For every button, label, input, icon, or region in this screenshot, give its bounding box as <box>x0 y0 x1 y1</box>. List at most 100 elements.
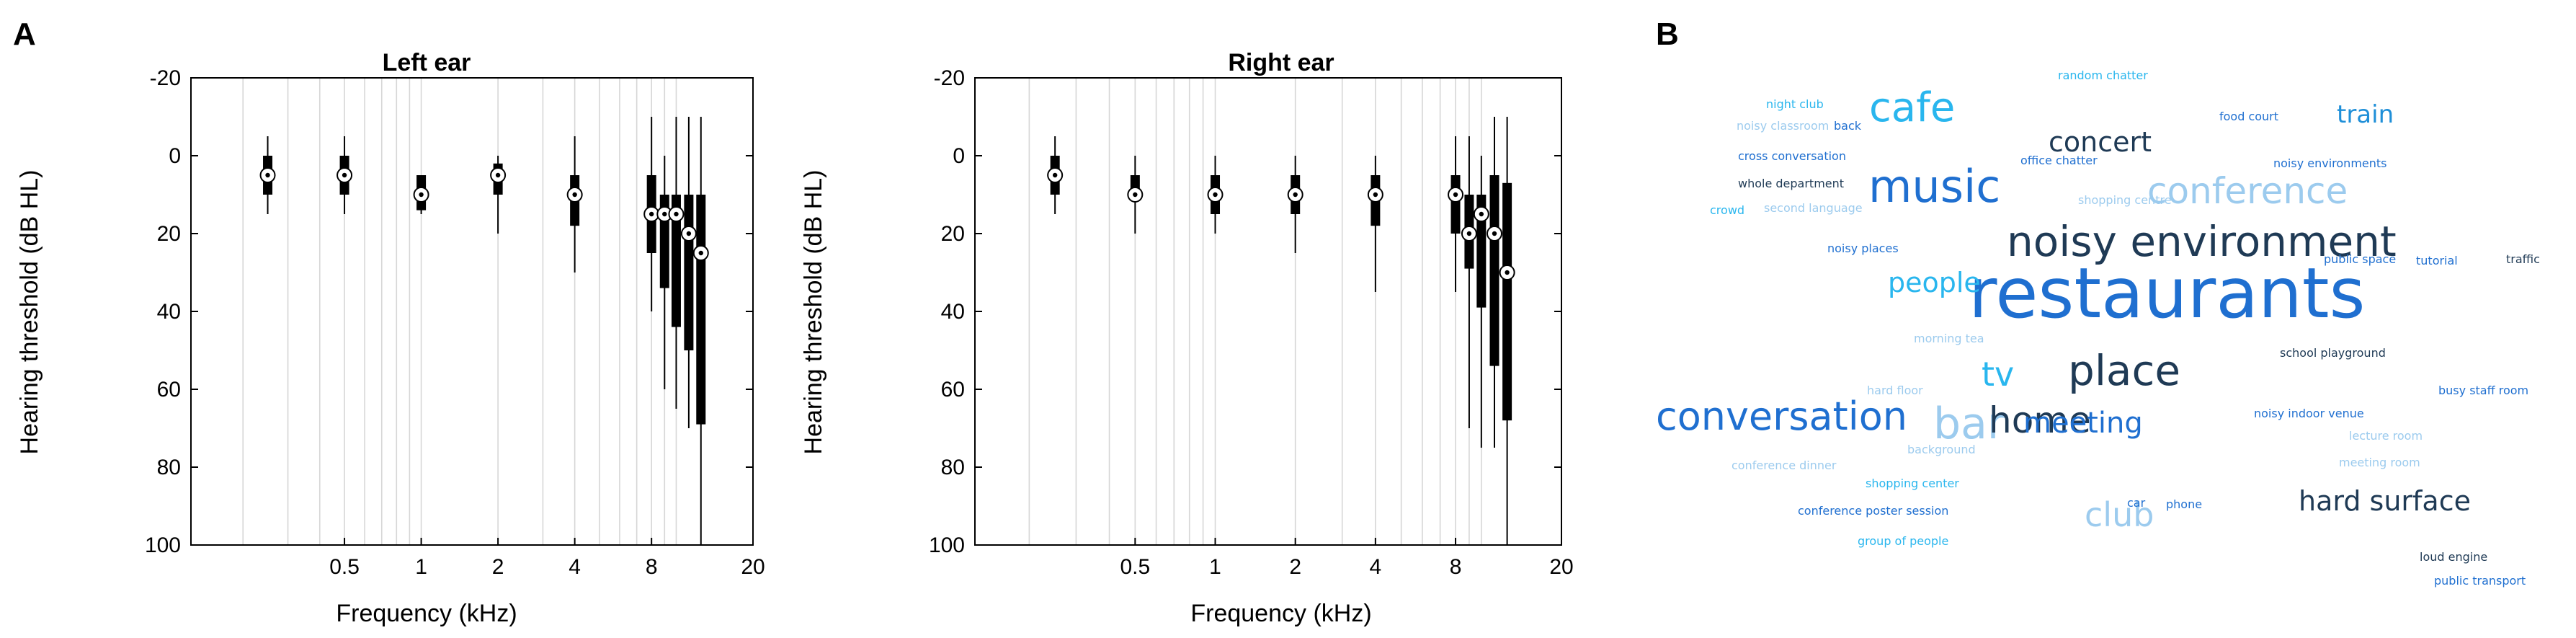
right-ear-xtick-label: 20 <box>1549 555 1573 579</box>
word-food-court: food court <box>2219 110 2278 123</box>
median-dot <box>1293 192 1298 198</box>
word-morning-tea: morning tea <box>1914 332 1984 345</box>
median-dot <box>265 172 270 178</box>
word-school-playground: school playground <box>2280 346 2386 360</box>
left-ear-box-9khz <box>656 156 673 389</box>
right-ear-ytick-label: 60 <box>941 378 965 402</box>
word-hard-surface: hard surface <box>2299 485 2471 517</box>
iqr-box <box>1489 175 1499 366</box>
left-ear-xtick-label: 1 <box>415 555 427 579</box>
word-background: background <box>1907 443 1976 456</box>
left-ear-xtick-label: 0.5 <box>329 555 360 579</box>
iqr-box <box>1476 195 1487 308</box>
left-ear-xtick-label: 8 <box>646 555 658 579</box>
word-loud-engine: loud engine <box>2420 550 2487 564</box>
right-ear-box-0.5khz <box>1127 156 1144 234</box>
word-noisy-environment: noisy environment <box>2007 217 2397 266</box>
right-ear-title: Right ear <box>1228 49 1334 76</box>
iqr-box <box>696 195 706 425</box>
word-shopping-centre: shopping centre <box>2078 193 2172 207</box>
word-meeting-room: meeting room <box>2339 456 2420 469</box>
word-car: car <box>2127 496 2146 510</box>
median-dot <box>572 192 577 198</box>
left-ear-grid <box>242 78 677 545</box>
word-restaurants: restaurants <box>1969 253 2366 334</box>
median-dot <box>1466 231 1472 236</box>
word-hard-floor: hard floor <box>1867 384 1923 397</box>
left-ear-axes-box <box>190 77 754 546</box>
median-dot <box>495 172 501 178</box>
left-ear-box-10khz <box>668 117 685 409</box>
right-ear-box-9khz <box>1461 136 1477 428</box>
word-conference: conference <box>2147 170 2348 212</box>
median-dot <box>686 231 692 236</box>
word-public-transport: public transport <box>2434 574 2526 588</box>
left-ear-ytick-label: 40 <box>157 300 181 324</box>
left-ear-title: Left ear <box>383 49 471 76</box>
right-ear-xlabel: Frequency (kHz) <box>1190 600 1371 627</box>
right-ear-box-1khz <box>1207 156 1224 234</box>
right-ear-xtick-label: 8 <box>1450 555 1462 579</box>
iqr-box <box>1502 182 1512 421</box>
right-ear-chart: Right ear Frequency (kHz) Hearing thresh… <box>800 49 1574 627</box>
right-ear-ytick-label: 100 <box>929 533 965 557</box>
iqr-box <box>671 195 681 327</box>
word-noisy-places: noisy places <box>1827 242 1899 255</box>
iqr-box <box>1450 175 1461 234</box>
median-dot <box>662 211 667 217</box>
median-dot <box>419 192 424 198</box>
word-crowd: crowd <box>1710 203 1744 217</box>
word-busy-staff-room: busy staff room <box>2438 384 2528 397</box>
word-noisy-indoor-venue: noisy indoor venue <box>2254 407 2364 420</box>
right-ear-box-11.2khz <box>1487 117 1503 448</box>
word-whole-department: whole department <box>1738 177 1844 190</box>
right-ear-ylabel: Hearing threshold (dB HL) <box>800 170 827 455</box>
word-train: train <box>2337 100 2394 129</box>
left-ear-ylabel: Hearing threshold (dB HL) <box>16 170 43 455</box>
right-ear-ytick-label: -20 <box>934 66 965 90</box>
right-ear-box-12.5khz <box>1499 117 1515 545</box>
left-ear-xtick-label: 4 <box>569 555 581 579</box>
word-office-chatter: office chatter <box>2020 154 2098 167</box>
right-ear-ytick-label: 20 <box>941 222 965 246</box>
word-phone: phone <box>2166 497 2202 511</box>
left-ear-ytick-label: 0 <box>169 144 181 168</box>
right-ear-ytick-label: 0 <box>953 144 965 168</box>
median-dot <box>1213 192 1218 198</box>
right-ear-ytick-label: 40 <box>941 300 965 324</box>
word-club: club <box>2085 495 2154 534</box>
word-conference-dinner: conference dinner <box>1732 458 1837 472</box>
right-ear-box-0.25khz <box>1047 136 1064 214</box>
word-random-chatter: random chatter <box>2058 68 2148 82</box>
median-dot <box>1052 172 1058 178</box>
left-ear-ytick-label: 80 <box>157 456 181 479</box>
median-dot <box>698 250 703 256</box>
left-ear-xtick-label: 20 <box>741 555 765 579</box>
right-ear-xtick-label: 0.5 <box>1120 555 1150 579</box>
word-tv: tv <box>1982 355 2014 394</box>
median-dot <box>342 172 347 178</box>
word-conversation: conversation <box>1656 394 1907 439</box>
right-ear-box-2khz <box>1287 156 1303 253</box>
left-ear-ytick-label: -20 <box>150 66 181 90</box>
word-second-language: second language <box>1764 201 1863 215</box>
panel-label-b: B <box>1656 17 1679 52</box>
right-ear-box-8khz <box>1448 136 1464 292</box>
right-ear-grid <box>1028 78 1482 545</box>
word-meeting: meeting <box>2023 407 2143 440</box>
median-dot <box>1479 211 1484 217</box>
left-ear-box-0.25khz <box>259 136 276 214</box>
word-home: home <box>1989 399 2091 441</box>
right-ear-xtick-label: 2 <box>1289 555 1301 579</box>
word-bar: bar <box>1933 399 2005 449</box>
word-conference-poster-session: conference poster session <box>1798 504 1948 518</box>
word-noisy-classroom: noisy classroom <box>1737 119 1829 133</box>
iqr-box <box>684 195 694 350</box>
word-public-space: public space <box>2324 252 2396 266</box>
left-ear-box-8khz <box>643 117 660 311</box>
left-ear-ytick-label: 60 <box>157 378 181 402</box>
left-ear-box-12.5khz <box>692 117 709 545</box>
word-night-club: night club <box>1766 97 1824 111</box>
